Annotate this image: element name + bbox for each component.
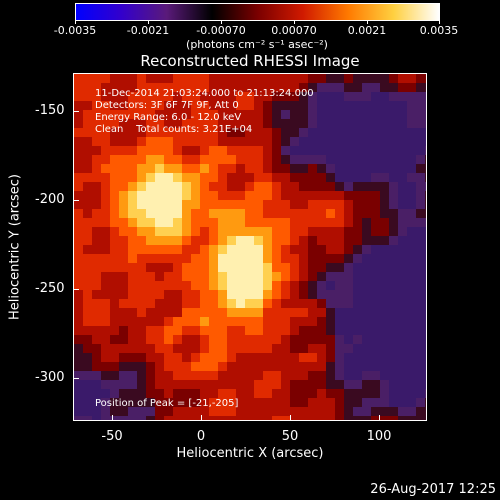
colorbar-tick bbox=[148, 20, 149, 24]
y-tick-label: -150 bbox=[35, 103, 65, 118]
colorbar bbox=[75, 3, 440, 21]
colorbar-tick-label: 0.00070 bbox=[271, 24, 317, 37]
peak-position-text: Position of Peak = [-21,-205] bbox=[95, 398, 239, 409]
x-tick bbox=[112, 415, 113, 421]
colorbar-tick-label: 0.0021 bbox=[347, 24, 387, 37]
x-tick-label: 0 bbox=[196, 429, 206, 444]
colorbar-tick bbox=[221, 20, 222, 24]
x-tick bbox=[290, 415, 291, 421]
colorbar-tick-label: -0.0035 bbox=[53, 24, 97, 37]
colorbar-tick bbox=[367, 20, 368, 24]
generation-timestamp: 26-Aug-2017 12:25 bbox=[370, 482, 496, 497]
detectors-text: Detectors: 3F 6F 7F 9F, Att 0 bbox=[95, 100, 239, 111]
y-tick-label: -300 bbox=[35, 370, 65, 385]
y-tick bbox=[73, 378, 79, 379]
colorbar-tick-label: -0.00070 bbox=[196, 24, 246, 37]
colorbar-tick bbox=[75, 20, 76, 24]
x-tick-label: 50 bbox=[281, 429, 299, 444]
colorbar-tick-label: -0.0021 bbox=[126, 24, 170, 37]
intensity-map bbox=[74, 74, 426, 420]
y-axis-label: Heliocentric Y (arcsec) bbox=[7, 174, 23, 320]
colorbar-tick bbox=[439, 20, 440, 24]
time-range-text: 11-Dec-2014 21:03:24.000 to 21:13:24.000 bbox=[95, 88, 314, 99]
y-tick bbox=[73, 200, 79, 201]
y-tick bbox=[73, 289, 79, 290]
energy-range-text: Energy Range: 6.0 - 12.0 keV bbox=[95, 112, 242, 123]
y-tick bbox=[73, 111, 79, 112]
y-tick-label: -250 bbox=[35, 281, 65, 296]
colorbar-tick-label: 0.0035 bbox=[419, 24, 459, 37]
colorbar-units-label: (photons cm⁻² s⁻¹ asec⁻²) bbox=[186, 38, 328, 51]
x-tick-label: 100 bbox=[366, 429, 392, 444]
x-tick bbox=[201, 415, 202, 421]
colorbar-tick bbox=[294, 20, 295, 24]
y-tick-label: -200 bbox=[35, 192, 65, 207]
x-tick bbox=[379, 415, 380, 421]
rhessi-image bbox=[73, 73, 427, 421]
plot-title: Reconstructed RHESSI Image bbox=[140, 52, 360, 70]
x-tick-label: -50 bbox=[101, 429, 123, 444]
x-axis-label: Heliocentric X (arcsec) bbox=[176, 446, 324, 461]
clean-counts-text: Clean Total counts: 3.21E+04 bbox=[95, 124, 253, 135]
